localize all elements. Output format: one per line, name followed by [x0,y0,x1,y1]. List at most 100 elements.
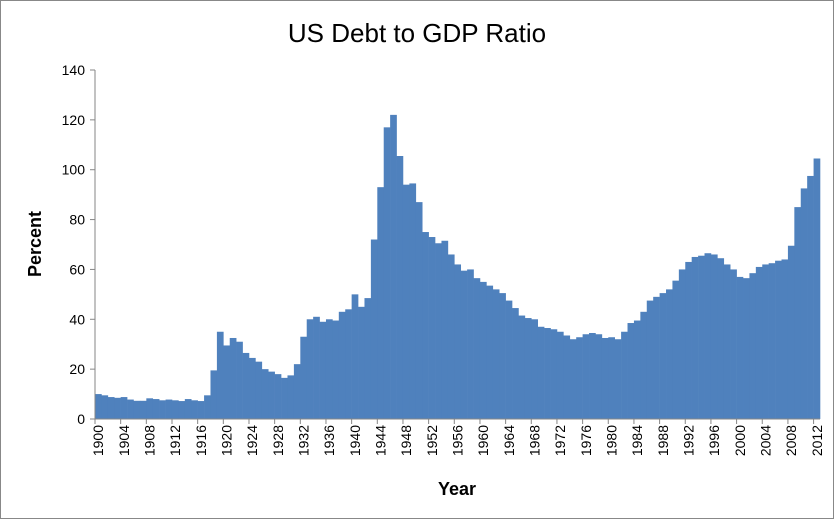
bar-2004 [762,264,769,419]
bar-1976 [582,334,590,419]
bar-1979 [601,337,609,419]
bar-1980 [608,337,615,419]
bar-1919 [216,331,224,419]
bar-1903 [114,397,121,419]
bar-1973 [563,335,571,419]
bar-1912 [171,400,179,419]
x-tick-label: 2012 [809,425,825,456]
bar-1950 [415,202,423,419]
bar-1941 [358,306,365,419]
x-tick-label: 2008 [783,425,799,456]
bar-1943 [370,239,378,419]
bar-1946 [390,114,397,419]
bar-1987 [653,296,660,419]
y-tick-label: 20 [69,361,85,377]
x-tick-label: 1988 [655,425,671,456]
x-tick-label: 1908 [142,425,158,456]
bar-1900 [95,394,102,419]
bar-1978 [595,334,603,419]
bar-1985 [640,311,648,419]
bar-1955 [447,254,455,419]
x-tick-label: 1968 [526,425,542,456]
bar-1907 [139,400,147,419]
bar-1925 [255,361,263,419]
x-tick-label: 1904 [116,425,132,456]
bar-1944 [377,187,385,419]
bar-1988 [659,293,667,419]
bar-2010 [800,188,808,419]
bar-1913 [178,401,186,419]
bar-1997 [717,258,725,419]
bar-1971 [550,329,558,419]
bar-2006 [775,260,782,419]
x-tick-label: 1948 [398,425,414,456]
bar-1917 [204,395,211,419]
x-tick-label: 2000 [732,425,748,456]
bar-1995 [704,253,712,419]
bar-1921 [229,337,237,419]
bar-1937 [332,320,340,419]
bar-2002 [749,273,757,419]
bar-1947 [396,156,404,419]
x-tick-label: 1928 [270,425,286,456]
bar-1989 [666,289,673,419]
y-tick-label: 0 [77,411,85,427]
bar-2009 [794,207,802,419]
bar-1940 [351,294,359,419]
bar-1959 [473,278,481,419]
bar-1993 [691,256,699,419]
bar-1911 [165,399,173,419]
bar-1990 [672,280,680,419]
bar-1938 [338,311,346,419]
x-tick-label: 1964 [501,425,517,456]
bar-2008 [787,245,795,419]
bar-1957 [460,270,468,419]
bar-1991 [678,269,686,419]
bar-2005 [768,263,776,419]
bar-1958 [467,269,474,419]
bar-1926 [261,369,269,419]
bar-1914 [184,399,192,419]
y-axis-title: Percent [25,211,45,277]
x-tick-label: 1956 [450,425,466,456]
bar-1935 [319,321,327,419]
bar-1901 [101,395,109,419]
bar-1945 [383,127,391,419]
bar-1974 [569,339,577,419]
bar-1904 [120,397,128,419]
bar-1982 [621,331,628,419]
bar-1992 [685,261,692,419]
x-tick-label: 1972 [552,425,568,456]
x-tick-label: 1996 [706,425,722,456]
bar-1984 [633,320,641,419]
bar-1909 [152,399,160,419]
x-tick-label: 1944 [373,425,389,456]
bar-2003 [755,266,763,419]
bar-1948 [402,184,410,419]
bar-1954 [441,240,449,419]
x-tick-label: 1932 [296,425,312,456]
bar-1983 [627,323,635,419]
x-tick-label: 1940 [347,425,363,456]
bar-1968 [531,319,538,419]
bar-1939 [345,309,352,419]
bar-1998 [723,264,731,419]
bar-1952 [428,237,436,419]
y-tick-label: 80 [69,212,85,228]
bar-1994 [698,255,705,419]
bar-1963 [499,293,506,419]
bar-1961 [486,285,494,419]
bar-1924 [248,357,256,419]
bar-2012 [813,158,821,419]
x-tick-label: 1992 [680,425,696,456]
bar-1975 [576,337,583,419]
bar-1927 [268,371,275,419]
x-tick-label: 1984 [629,425,645,456]
bar-1918 [210,370,218,419]
x-tick-label: 1976 [578,425,594,456]
bar-1908 [146,398,154,419]
bar-1962 [492,289,500,419]
bar-1929 [281,377,288,419]
bar-1949 [409,183,417,419]
bar-1930 [287,375,295,419]
